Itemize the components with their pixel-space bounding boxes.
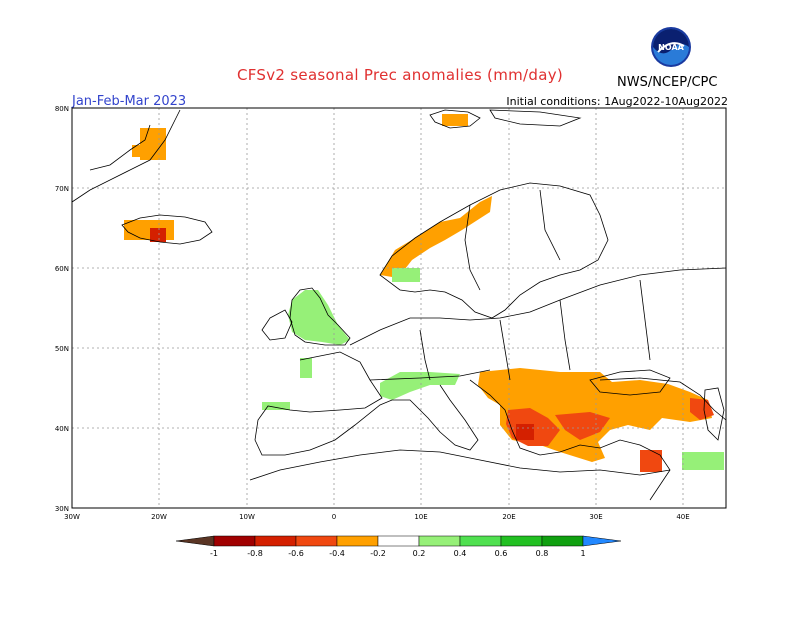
colorbar-arrow-left	[175, 535, 215, 547]
colorbar-label: -1	[210, 549, 218, 558]
colorbar-label: -0.8	[247, 549, 263, 558]
map-gridlines	[72, 108, 726, 508]
lon-label: 20W	[151, 513, 167, 521]
anomaly-levant	[640, 450, 662, 472]
lat-label: 40N	[55, 425, 69, 433]
colorbar-label: 0.2	[413, 549, 426, 558]
colorbar-swatch	[541, 535, 584, 547]
lon-label: 0	[332, 513, 336, 521]
anomaly-norway-green	[392, 268, 420, 282]
initial-conditions: Initial conditions: 1Aug2022-10Aug2022	[506, 95, 728, 108]
colorbar-swatch	[213, 535, 256, 547]
latitude-labels: 80N 70N 60N 50N 40N 30N	[55, 105, 69, 513]
colorbar-swatch	[459, 535, 502, 547]
lat-label: 30N	[55, 505, 69, 513]
anomaly-iraq-green	[682, 452, 724, 470]
anomaly-svalbard	[442, 114, 468, 126]
map-frame	[71, 107, 727, 509]
colorbar-swatch	[500, 535, 543, 547]
lon-label: 10E	[414, 513, 427, 521]
anomaly-iceland-red	[150, 228, 166, 242]
colorbar-label: 0.4	[454, 549, 467, 558]
lat-label: 80N	[55, 105, 69, 113]
lat-label: 60N	[55, 265, 69, 273]
lon-label: 40E	[676, 513, 689, 521]
anomaly-greece-red	[516, 424, 534, 440]
colorbar-label: -0.2	[370, 549, 386, 558]
colorbar-label: 1	[580, 549, 585, 558]
colorbar-label: 0.6	[495, 549, 508, 558]
lon-label: 20E	[502, 513, 515, 521]
anomaly-britain	[288, 290, 350, 345]
colorbar-swatch	[336, 535, 379, 547]
map-title: CFSv2 seasonal Prec anomalies (mm/day)	[236, 66, 564, 84]
lon-label: 30E	[589, 513, 602, 521]
lat-label: 70N	[55, 185, 69, 193]
agency-label: NWS/NCEP/CPC	[617, 75, 718, 90]
anomaly-greenland-2	[132, 145, 146, 157]
colorbar-label: -0.6	[288, 549, 304, 558]
colorbar-swatch	[377, 535, 420, 547]
lon-label: 30W	[64, 513, 80, 521]
coastlines	[71, 109, 727, 501]
svg-text:NOAA: NOAA	[658, 43, 684, 52]
anomaly-france-west	[300, 358, 312, 378]
longitude-labels: 30W 20W 10W 0 10E 20E 30E 40E	[64, 513, 690, 521]
colorbar-swatch	[254, 535, 297, 547]
colorbar-arrow-right	[582, 535, 622, 547]
colorbar-label: -0.4	[329, 549, 345, 558]
forecast-period: Jan-Feb-Mar 2023	[72, 94, 187, 109]
lat-label: 50N	[55, 345, 69, 353]
lon-label: 10W	[239, 513, 255, 521]
colorbar-label: 0.8	[536, 549, 549, 558]
colorbar-swatch	[295, 535, 338, 547]
noaa-logo-icon: NOAA	[651, 27, 691, 67]
anomaly-norway	[380, 196, 492, 278]
colorbar-swatch	[418, 535, 461, 547]
anomaly-iberia-west	[262, 402, 290, 410]
